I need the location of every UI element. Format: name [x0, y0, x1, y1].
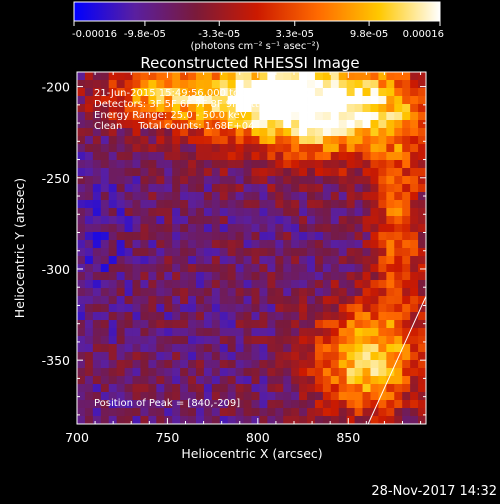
- y-tick-label: -350: [42, 353, 70, 368]
- x-tick-label: 800: [246, 430, 270, 445]
- x-tick-label: 700: [65, 430, 89, 445]
- colorbar-ticks: [73, 21, 441, 26]
- chart-title: Reconstructed RHESSI Image: [140, 54, 359, 72]
- peak-position-label: Position of Peak = [840,-209]: [94, 398, 240, 409]
- annotation-energy-range: Energy Range: 25.0 - 50.0 keV: [94, 110, 247, 121]
- footer-timestamp: 28-Nov-2017 14:32: [371, 484, 497, 499]
- colorbar-unit-label: (photons cm⁻² s⁻¹ asec⁻²): [190, 41, 319, 52]
- y-axis-label: Heliocentric Y (arcsec): [12, 178, 27, 318]
- colorbar-tick-label: -9.8e-05: [124, 29, 166, 40]
- annotation-detectors: Detectors: 3F 5F 6F 7F 8F 9F, Att 0: [94, 99, 268, 110]
- annotation-counts: Clean Total counts: 1.68E+04: [94, 121, 254, 132]
- y-tick-label: -250: [42, 171, 70, 186]
- y-tick-label: -200: [42, 80, 70, 95]
- colorbar-tick-label: 3.3e-05: [276, 29, 314, 40]
- heatmap-image: [77, 72, 426, 424]
- y-tick-label: -300: [42, 262, 70, 277]
- colorbar-tick-label: -0.00016: [72, 29, 117, 40]
- x-tick-label: 850: [336, 430, 360, 445]
- colorbar-tick-label: 9.8e-05: [350, 29, 388, 40]
- x-tick-label: 750: [155, 430, 179, 445]
- colorbar-tick-label: -3.3e-05: [198, 29, 240, 40]
- solar-limb-line: [367, 296, 426, 424]
- colorbar-tick-labels: -0.00016 -9.8e-05 -3.3e-05 3.3e-05 9.8e-05 0.…: [72, 29, 444, 40]
- y-tick-labels: -200 -250 -300 -350: [42, 80, 70, 369]
- colorbar-tick-label: 0.00016: [403, 29, 444, 40]
- axis-ticks: [76, 72, 426, 424]
- x-axis-label: Heliocentric X (arcsec): [181, 446, 322, 461]
- x-tick-labels: 700 750 800 850: [65, 430, 360, 445]
- plot-frame: [76, 71, 427, 425]
- annotation-time-range: 21-Jun-2015 15:49:56.000 to 15:59:56.000: [94, 88, 310, 99]
- colorbar: [73, 1, 441, 22]
